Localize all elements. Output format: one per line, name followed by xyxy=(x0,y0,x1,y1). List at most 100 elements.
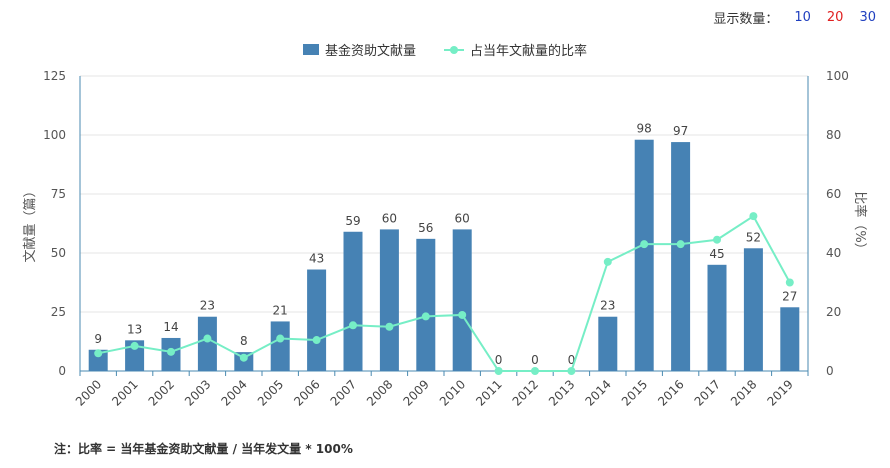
ratio-point xyxy=(749,212,758,221)
ratio-point xyxy=(239,353,248,362)
ratio-point xyxy=(276,334,285,343)
x-tick-label: 2016 xyxy=(655,377,686,408)
display-count-control: 显示数量： 10 20 30 xyxy=(713,8,876,27)
bar xyxy=(343,231,363,371)
y-tick-label-right: 20 xyxy=(826,305,841,319)
x-tick-label: 2010 xyxy=(437,377,468,408)
bar xyxy=(270,321,290,371)
bar xyxy=(379,229,399,371)
x-tick-label: 2001 xyxy=(109,377,140,408)
ratio-point xyxy=(167,347,175,356)
bar-value-label: 59 xyxy=(345,214,360,228)
bar-value-label: 0 xyxy=(568,353,576,367)
x-tick-label: 2005 xyxy=(255,377,286,408)
bar-value-label: 0 xyxy=(495,353,503,367)
bar xyxy=(197,316,217,371)
x-tick-label: 2018 xyxy=(728,377,759,408)
x-tick-label: 2015 xyxy=(619,377,650,408)
legend-item-bar-series[interactable]: 基金资助文献量 xyxy=(302,40,416,59)
bar-value-label: 0 xyxy=(531,353,539,367)
y-tick-label-left: 125 xyxy=(43,69,66,83)
ratio-point xyxy=(494,367,503,375)
y-tick-label-right: 40 xyxy=(826,246,841,260)
bar xyxy=(416,238,436,371)
ratio-point xyxy=(349,321,357,330)
bar-value-label: 60 xyxy=(382,211,397,225)
x-tick-label: 2017 xyxy=(692,377,723,408)
x-tick-label: 2014 xyxy=(582,377,613,408)
ratio-point xyxy=(785,278,794,287)
bar xyxy=(671,142,691,371)
y-tick-label-left: 75 xyxy=(51,187,66,201)
ratio-point xyxy=(603,257,612,266)
x-tick-label: 2000 xyxy=(73,377,104,408)
bar-value-label: 45 xyxy=(709,247,724,261)
display-count-option-30[interactable]: 30 xyxy=(859,10,876,25)
legend-label-bar-series: 基金资助文献量 xyxy=(324,44,416,59)
bar-value-label: 8 xyxy=(240,334,248,348)
bar xyxy=(634,139,654,371)
x-tick-label: 2009 xyxy=(400,377,431,408)
bar-value-label: 9 xyxy=(94,332,102,346)
display-count-option-20[interactable]: 20 xyxy=(826,10,844,25)
bar xyxy=(452,229,472,371)
y-tick-label-right: 0 xyxy=(826,364,834,378)
legend-item-line-series[interactable]: 占当年文献量的比率 xyxy=(444,40,587,59)
bar-value-label: 97 xyxy=(673,124,688,138)
ratio-point xyxy=(676,240,685,249)
x-tick-label: 2003 xyxy=(182,377,213,408)
bar xyxy=(125,340,145,371)
bar xyxy=(780,307,800,371)
ratio-point xyxy=(312,336,321,345)
x-tick-label: 2008 xyxy=(364,377,395,408)
bar-value-label: 52 xyxy=(746,230,761,244)
x-tick-label: 2012 xyxy=(510,377,541,408)
display-count-option-10[interactable]: 10 xyxy=(794,10,811,25)
bar xyxy=(707,264,727,371)
bar-value-label: 43 xyxy=(309,252,324,266)
ratio-point xyxy=(713,235,721,244)
chart-legend: 基金资助文献量 占当年文献量的比率 xyxy=(0,40,890,59)
bar-value-label: 13 xyxy=(127,322,142,336)
ratio-point xyxy=(94,349,103,358)
bar-value-label: 98 xyxy=(637,122,652,136)
y-axis-title-right: 比率（%） xyxy=(852,191,868,255)
line-swatch-icon xyxy=(444,44,464,55)
bar-value-label: 23 xyxy=(600,299,615,313)
y-tick-label-right: 100 xyxy=(826,69,849,83)
bar xyxy=(743,248,763,371)
ratio-point xyxy=(458,310,467,319)
legend-label-line-series: 占当年文献量的比率 xyxy=(470,44,588,59)
y-tick-label-right: 80 xyxy=(826,128,841,142)
ratio-point xyxy=(203,334,212,343)
x-tick-label: 2019 xyxy=(764,377,795,408)
x-tick-label: 2006 xyxy=(291,377,322,408)
ratio-point xyxy=(531,367,539,375)
bar-value-label: 56 xyxy=(418,221,433,235)
y-tick-label-left: 50 xyxy=(51,246,66,260)
y-tick-label-left: 25 xyxy=(51,305,66,319)
x-tick-label: 2007 xyxy=(328,377,359,408)
bar-value-label: 14 xyxy=(163,320,178,334)
x-tick-label: 2004 xyxy=(218,377,249,408)
x-tick-label: 2013 xyxy=(546,377,577,408)
y-tick-label-left: 0 xyxy=(58,364,66,378)
ratio-point xyxy=(421,312,430,321)
ratio-point xyxy=(385,322,394,331)
ratio-point xyxy=(567,367,576,375)
bar-value-label: 23 xyxy=(200,299,215,313)
bar-value-label: 60 xyxy=(455,211,470,225)
display-count-label: 显示数量： xyxy=(713,12,779,27)
y-axis-title-left: 文献量（篇） xyxy=(23,184,38,262)
x-tick-label: 2011 xyxy=(473,377,504,408)
bar-swatch-icon xyxy=(302,44,319,55)
ratio-point xyxy=(130,341,139,350)
bar xyxy=(307,269,327,371)
bar-value-label: 21 xyxy=(273,303,288,317)
chart-footnote: 注：比率 = 当年基金资助文献量 / 当年发文量 * 100% xyxy=(54,442,353,456)
bar-value-label: 27 xyxy=(782,289,797,303)
ratio-line xyxy=(98,214,791,372)
y-tick-label-right: 60 xyxy=(826,187,841,201)
ratio-point xyxy=(640,240,649,249)
